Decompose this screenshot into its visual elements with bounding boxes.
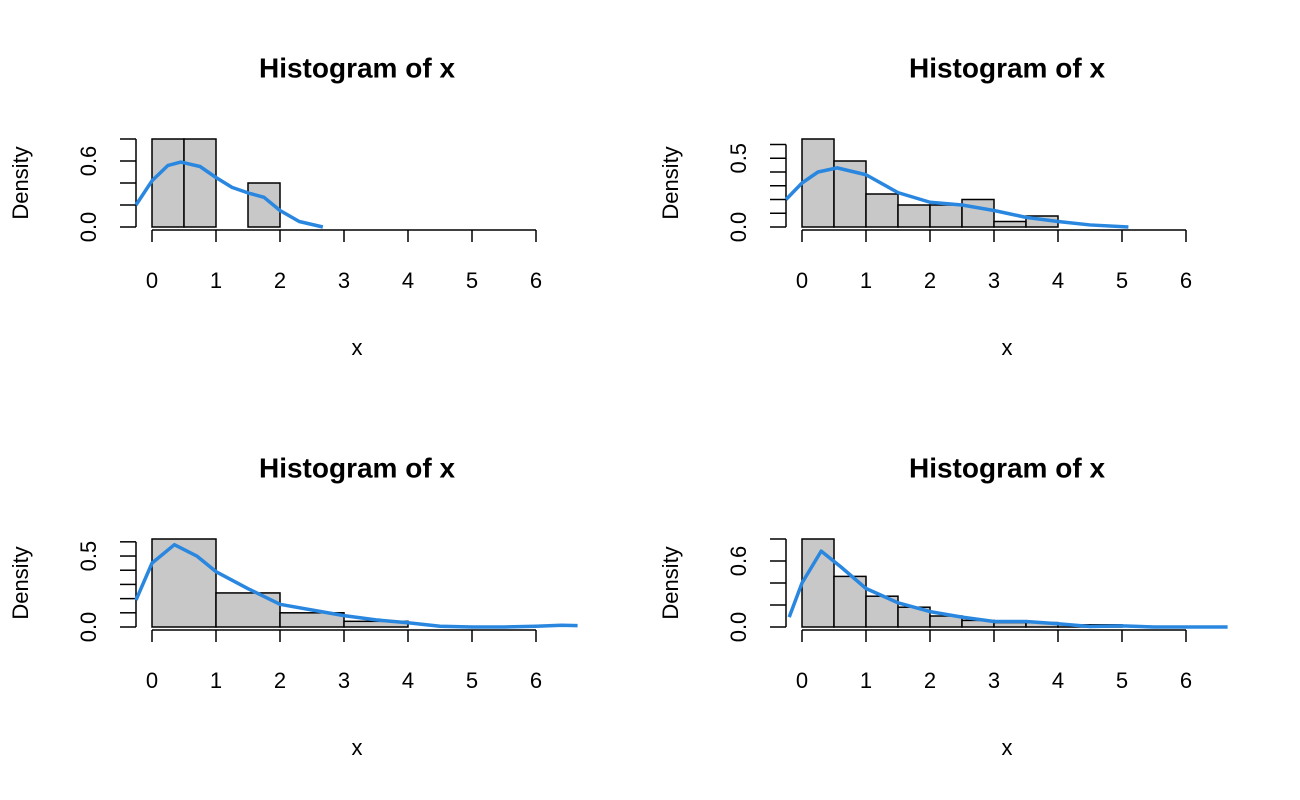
x-tick-label: 5 — [1116, 668, 1128, 693]
x-tick-label: 0 — [146, 668, 158, 693]
x-tick-label: 3 — [338, 268, 350, 293]
x-tick-label: 4 — [402, 268, 414, 293]
histogram-bar — [993, 220, 1027, 228]
x-tick-label: 1 — [210, 268, 222, 293]
x-tick-label: 4 — [402, 668, 414, 693]
x-axis-label: x — [352, 735, 363, 760]
x-tick-label: 2 — [274, 268, 286, 293]
histogram-bar — [801, 138, 835, 228]
histogram-bar — [897, 204, 931, 228]
x-tick-label: 0 — [796, 268, 808, 293]
histogram-bar — [929, 204, 963, 228]
histogram-bar — [961, 198, 995, 228]
y-axis-label: Density — [8, 546, 33, 619]
histogram-bar — [151, 538, 217, 628]
histogram-bar — [183, 138, 217, 228]
x-axis-label: x — [352, 335, 363, 360]
histogram-bar — [151, 138, 185, 228]
x-tick-label: 0 — [146, 268, 158, 293]
x-tick-label: 3 — [988, 268, 1000, 293]
y-tick-label: 0.5 — [726, 143, 751, 174]
x-tick-label: 1 — [860, 268, 872, 293]
chart-title: Histogram of x — [259, 52, 455, 83]
x-tick-label: 0 — [796, 668, 808, 693]
x-tick-label: 6 — [1180, 268, 1192, 293]
density-curve — [134, 542, 578, 629]
y-tick-label: 0.0 — [726, 212, 751, 243]
x-tick-label: 5 — [466, 668, 478, 693]
density-curve — [134, 160, 324, 229]
chart-title: Histogram of x — [909, 452, 1105, 483]
x-tick-label: 4 — [1052, 668, 1064, 693]
histogram-bar — [801, 538, 835, 628]
y-tick-label: 0.0 — [76, 612, 101, 643]
histogram-bar — [993, 621, 1027, 628]
x-tick-label: 6 — [530, 268, 542, 293]
density-curve — [784, 166, 1129, 229]
x-tick-label: 2 — [274, 668, 286, 693]
y-axis-label: Density — [8, 146, 33, 219]
y-tick-label: 0.6 — [76, 146, 101, 177]
x-tick-label: 6 — [530, 668, 542, 693]
x-tick-label: 2 — [924, 668, 936, 693]
y-tick-label: 0.5 — [76, 541, 101, 572]
x-tick-label: 2 — [924, 268, 936, 293]
x-tick-label: 3 — [338, 668, 350, 693]
y-tick-label: 0.6 — [726, 546, 751, 577]
y-tick-label: 0.0 — [726, 612, 751, 643]
x-tick-label: 3 — [988, 668, 1000, 693]
x-tick-label: 4 — [1052, 268, 1064, 293]
x-tick-label: 5 — [466, 268, 478, 293]
chart-title: Histogram of x — [909, 52, 1105, 83]
x-tick-label: 1 — [860, 668, 872, 693]
x-tick-label: 1 — [210, 668, 222, 693]
x-axis-label: x — [1002, 735, 1013, 760]
y-axis-label: Density — [658, 546, 683, 619]
y-axis-label: Density — [658, 146, 683, 219]
histogram-bar — [865, 193, 899, 228]
chart-title: Histogram of x — [259, 452, 455, 483]
density-curve — [787, 549, 1228, 629]
histogram-bar — [279, 612, 345, 628]
x-axis-label: x — [1002, 335, 1013, 360]
y-tick-label: 0.0 — [76, 212, 101, 243]
x-tick-label: 5 — [1116, 268, 1128, 293]
x-tick-label: 6 — [1180, 668, 1192, 693]
